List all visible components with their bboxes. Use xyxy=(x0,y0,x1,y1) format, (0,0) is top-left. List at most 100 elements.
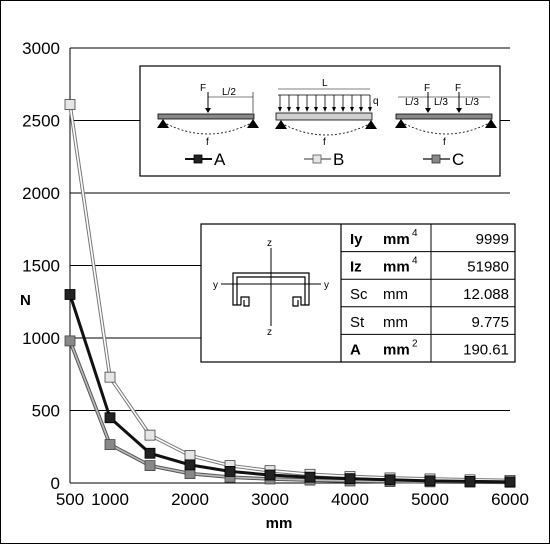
beam-a xyxy=(157,113,255,120)
z-label-top: z xyxy=(267,238,272,249)
data-point xyxy=(64,99,76,110)
table-value: 51980 xyxy=(467,259,509,276)
support-b-left xyxy=(275,120,287,129)
series-line xyxy=(68,294,511,484)
cross-section-drawing: z z y y xyxy=(213,238,329,338)
deflection-a xyxy=(162,121,254,135)
legend-marker-b xyxy=(312,154,322,164)
dim-label-a: L/2 xyxy=(222,87,236,98)
y-tick-label: 1000 xyxy=(22,329,60,348)
table-value: 190.61 xyxy=(463,341,509,358)
x-axis-title: mm xyxy=(266,515,293,532)
table-symbol: Iz xyxy=(350,259,362,276)
x-tick-label: 1000 xyxy=(91,490,129,509)
udl-arrow-head xyxy=(323,107,327,112)
c-channel-outline xyxy=(232,272,310,307)
udl-arrow-head xyxy=(368,107,372,112)
beam-c xyxy=(395,113,493,120)
data-point xyxy=(144,429,156,441)
load-label-c1: F xyxy=(424,83,430,94)
data-point xyxy=(464,476,476,487)
series-layer xyxy=(64,99,516,488)
table-value: 9.775 xyxy=(471,314,509,331)
data-point xyxy=(144,447,156,459)
support-c-right xyxy=(485,119,497,128)
y-label-right: y xyxy=(324,280,329,291)
beam-b xyxy=(275,112,373,121)
table-unit-exponent: 4 xyxy=(412,256,418,267)
arrow-head-a xyxy=(205,108,211,113)
y-tick-label: 2500 xyxy=(22,112,60,131)
legend-panel: F L/2 f A L q f B xyxy=(139,65,501,177)
udl-arrow-head xyxy=(314,107,318,112)
x-axis-ticks: 500 1000 2000 3000 4000 5000 6000 xyxy=(56,490,529,509)
udl-arrow-head xyxy=(296,107,300,112)
udl-arrow-head xyxy=(341,107,345,112)
table-unit: mm xyxy=(383,314,408,331)
table-symbol: A xyxy=(350,341,361,358)
x-tick-label: 6000 xyxy=(491,490,529,509)
table-unit: mm xyxy=(383,341,410,358)
y-tick-label: 2000 xyxy=(22,184,60,203)
dim-label-c1: L/3 xyxy=(405,97,419,108)
udl-arrow-head xyxy=(332,107,336,112)
legend-label-a: A xyxy=(214,150,226,169)
data-point xyxy=(64,289,76,300)
data-point xyxy=(424,475,436,487)
beam-case-b: L q f B xyxy=(275,78,379,169)
c-channel-inner xyxy=(236,276,306,305)
data-point xyxy=(224,465,236,477)
udl-arrow-head xyxy=(350,107,354,112)
x-tick-label: 3000 xyxy=(251,490,289,509)
udl-arrows-b xyxy=(278,95,372,112)
x-tick-label: 500 xyxy=(56,490,84,509)
table-unit: mm xyxy=(383,286,408,303)
deflection-c xyxy=(400,121,492,135)
y-axis-ticks: 0 500 1000 1500 2000 2500 3000 xyxy=(22,39,60,493)
load-label-c2: F xyxy=(455,83,461,94)
legend-label-b: B xyxy=(333,150,344,169)
deflection-label-c: f xyxy=(443,137,446,148)
udl-arrow-head xyxy=(278,107,282,112)
dim-label-b: L xyxy=(322,78,328,89)
x-tick-label: 5000 xyxy=(411,490,449,509)
data-point xyxy=(104,412,116,424)
y-tick-label: 1500 xyxy=(22,257,60,276)
data-point xyxy=(384,474,396,486)
deflection-b xyxy=(280,122,372,136)
support-a-right xyxy=(247,119,259,128)
load-label-a: F xyxy=(200,83,206,94)
deflection-label-a: f xyxy=(206,137,209,148)
data-point xyxy=(64,335,76,347)
y-label-left: y xyxy=(213,280,218,291)
table-symbol: Sc xyxy=(350,286,368,303)
dim-label-c3: L/3 xyxy=(465,97,479,108)
data-point xyxy=(104,439,116,450)
dim-label-c2: L/3 xyxy=(434,97,448,108)
y-tick-label: 500 xyxy=(32,402,60,421)
table-unit-exponent: 2 xyxy=(412,338,418,349)
table-symbol: St xyxy=(350,314,365,331)
beam-case-c: F F L/3 L/3 L/3 f C xyxy=(395,83,497,169)
data-point xyxy=(104,371,116,383)
data-point xyxy=(344,473,356,485)
table-value: 9999 xyxy=(476,231,509,248)
series-line xyxy=(69,104,511,482)
x-tick-label: 4000 xyxy=(331,490,369,509)
beam-case-a: F L/2 f A xyxy=(157,83,259,169)
load-label-b: q xyxy=(373,96,379,107)
data-point xyxy=(304,471,316,483)
x-tick-label: 2000 xyxy=(171,490,209,509)
data-point xyxy=(264,469,276,481)
table-value: 12.088 xyxy=(463,286,509,303)
y-tick-label: 0 xyxy=(51,474,60,493)
section-panel-box xyxy=(200,223,516,363)
data-point xyxy=(144,460,156,472)
legend-label-c: C xyxy=(452,150,464,169)
udl-arrow-head xyxy=(359,107,363,112)
table-symbol: Iy xyxy=(350,231,363,248)
deflection-label-b: f xyxy=(323,137,326,148)
